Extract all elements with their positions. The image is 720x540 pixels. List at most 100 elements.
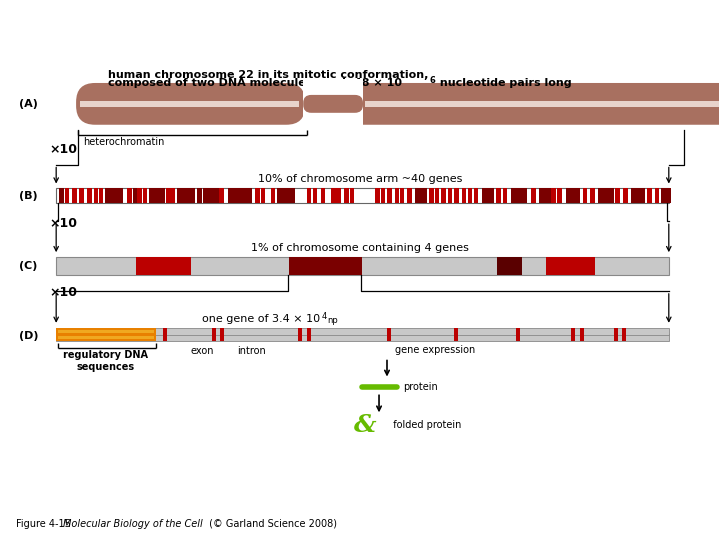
Bar <box>387 328 391 335</box>
Bar <box>571 328 575 335</box>
Bar <box>510 188 527 204</box>
Bar <box>566 188 580 204</box>
Bar <box>408 188 412 204</box>
Bar <box>498 257 522 275</box>
Bar <box>435 188 438 204</box>
Bar <box>220 328 225 335</box>
Bar <box>307 188 311 204</box>
Bar <box>197 188 202 204</box>
Text: nucleotide pairs long: nucleotide pairs long <box>436 78 572 88</box>
Bar <box>590 188 595 204</box>
Bar <box>143 188 147 204</box>
Text: (C): (C) <box>19 261 37 271</box>
Bar <box>449 188 452 204</box>
Text: gene expression: gene expression <box>395 345 475 355</box>
Bar <box>622 328 626 335</box>
Bar <box>454 334 459 341</box>
Bar <box>580 334 584 341</box>
Bar <box>468 188 472 204</box>
Bar <box>531 188 536 204</box>
Bar <box>381 188 385 204</box>
Text: (B): (B) <box>19 191 38 201</box>
Bar <box>623 188 628 204</box>
Bar <box>307 334 311 341</box>
Bar <box>613 334 618 341</box>
Bar <box>365 101 720 107</box>
Bar <box>516 328 520 335</box>
Bar <box>400 188 405 204</box>
Bar <box>80 101 300 107</box>
Text: ×10: ×10 <box>49 143 77 156</box>
Text: human chromosome 22 in its mitotic conformation,: human chromosome 22 in its mitotic confo… <box>108 70 428 80</box>
Text: 6: 6 <box>430 76 436 85</box>
Bar <box>166 188 171 204</box>
Bar <box>580 328 584 335</box>
Bar <box>56 188 669 204</box>
Bar <box>261 188 266 204</box>
Bar <box>171 188 176 204</box>
Bar <box>56 328 669 335</box>
Bar <box>203 188 219 204</box>
Bar <box>56 334 156 341</box>
Text: np: np <box>327 316 338 325</box>
Bar <box>516 334 520 341</box>
Bar <box>56 257 669 275</box>
Bar <box>56 328 156 335</box>
Bar <box>132 188 137 204</box>
Bar <box>503 188 508 204</box>
Bar <box>137 188 142 204</box>
Bar <box>177 188 195 204</box>
Bar <box>462 188 467 204</box>
Text: 10% of chromosome arm ~40 genes: 10% of chromosome arm ~40 genes <box>258 174 462 185</box>
FancyBboxPatch shape <box>76 83 305 125</box>
Bar <box>395 188 399 204</box>
Text: heterochromatin: heterochromatin <box>83 137 164 147</box>
Bar <box>552 188 556 204</box>
Bar <box>454 188 459 204</box>
Bar <box>350 188 354 204</box>
Bar <box>647 188 652 204</box>
Bar <box>105 188 123 204</box>
Text: ×10: ×10 <box>49 217 77 230</box>
Text: 1% of chromosome containing 4 genes: 1% of chromosome containing 4 genes <box>251 243 469 253</box>
Bar <box>79 188 84 204</box>
Bar <box>557 188 562 204</box>
Bar <box>539 188 551 204</box>
FancyBboxPatch shape <box>330 83 720 125</box>
Text: (A): (A) <box>19 99 38 109</box>
Bar <box>631 188 645 204</box>
Bar <box>336 188 341 204</box>
Bar <box>56 334 669 341</box>
Bar <box>313 188 318 204</box>
Bar <box>613 328 618 335</box>
Text: (D): (D) <box>19 330 39 341</box>
Bar <box>622 334 626 341</box>
Bar <box>374 188 379 204</box>
Text: 4: 4 <box>321 312 326 321</box>
Bar <box>136 257 191 275</box>
Bar <box>58 330 154 333</box>
Text: ×10: ×10 <box>49 286 77 299</box>
Bar <box>598 188 614 204</box>
Bar <box>94 188 97 204</box>
Bar <box>127 188 132 204</box>
Bar <box>220 334 225 341</box>
Bar <box>428 188 433 204</box>
Bar <box>441 188 446 204</box>
Bar <box>344 188 349 204</box>
Bar <box>496 188 501 204</box>
Bar <box>149 188 165 204</box>
Bar <box>415 188 426 204</box>
Bar <box>387 334 391 341</box>
Text: intron: intron <box>237 346 266 356</box>
Bar <box>72 188 77 204</box>
Text: Molecular Biology of the Cell: Molecular Biology of the Cell <box>63 518 203 529</box>
Text: protein: protein <box>403 382 438 393</box>
Bar <box>276 188 294 204</box>
Bar <box>99 188 103 204</box>
Bar <box>307 328 311 335</box>
Bar <box>662 188 672 204</box>
Text: Figure 4-15: Figure 4-15 <box>17 518 78 529</box>
Bar <box>482 188 494 204</box>
Text: (© Garland Science 2008): (© Garland Science 2008) <box>206 518 336 529</box>
